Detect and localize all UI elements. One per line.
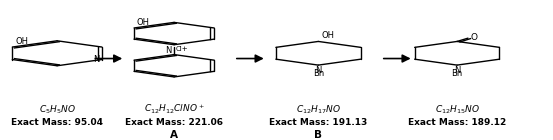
Text: Exact Mass: 221.06: Exact Mass: 221.06 [125,118,223,127]
Text: OH: OH [137,18,150,27]
Text: Exact Mass: 191.13: Exact Mass: 191.13 [269,118,367,127]
Text: OH: OH [321,31,334,40]
Text: Exact Mass: 95.04: Exact Mass: 95.04 [11,118,103,127]
Text: N: N [165,46,171,55]
Text: OH: OH [15,37,28,46]
Text: Exact Mass: 189.12: Exact Mass: 189.12 [408,118,506,127]
Text: N: N [315,66,321,75]
Text: A: A [170,130,178,140]
Text: N: N [454,66,460,75]
Text: B: B [314,130,322,140]
Text: Bn: Bn [312,68,324,78]
Text: Bn: Bn [451,68,463,78]
Text: N: N [93,55,99,64]
Text: $C_{12}H_{12}ClNO^+$: $C_{12}H_{12}ClNO^+$ [144,103,205,116]
Text: Cl+: Cl+ [176,46,189,52]
Text: O: O [471,33,478,42]
Text: $C_{12}H_{15}NO$: $C_{12}H_{15}NO$ [435,104,479,116]
Text: $C_{12}H_{17}NO$: $C_{12}H_{17}NO$ [296,104,341,116]
Text: $C_5H_5NO$: $C_5H_5NO$ [39,104,76,116]
